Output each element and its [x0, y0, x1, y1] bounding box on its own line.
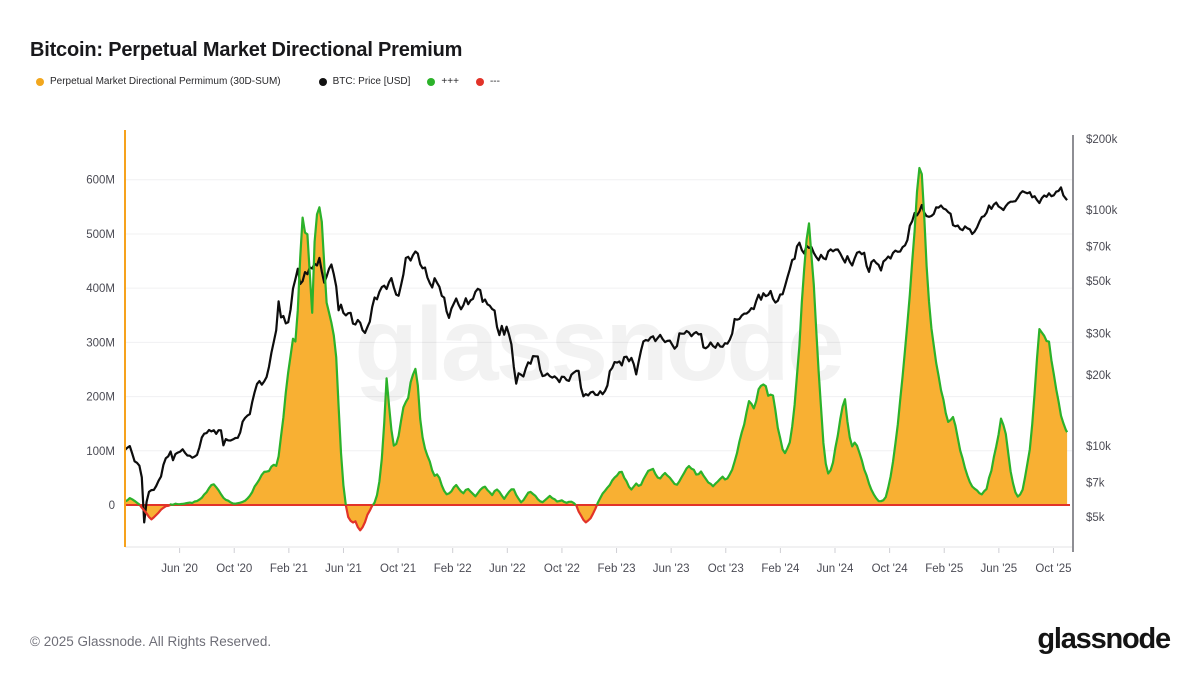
legend-item-btc-price[interactable]: BTC: Price [USD]	[318, 76, 411, 87]
x-axis-label: Jun '24	[817, 563, 854, 575]
x-axis-label: Jun '23	[653, 563, 690, 575]
y-axis-left-label: 200M	[86, 392, 115, 404]
y-axis-left-label: 300M	[86, 337, 115, 349]
legend-label: BTC: Price [USD]	[332, 76, 411, 87]
x-axis-label: Jun '22	[489, 563, 526, 575]
copyright-text: © 2025 Glassnode. All Rights Reserved.	[30, 634, 272, 649]
x-axis-label: Oct '23	[708, 563, 744, 575]
x-axis-label: Oct '24	[872, 563, 909, 575]
y-axis-right-label: $70k	[1086, 242, 1111, 254]
premium-line-positive	[124, 497, 141, 506]
x-axis-label: Oct '21	[380, 563, 416, 575]
premium-line-negative	[575, 504, 598, 524]
premium-line-negative	[138, 503, 171, 521]
chart-legend: Perpetual Market Directional Permimum (3…	[36, 76, 517, 87]
y-axis-right-label: $50k	[1086, 276, 1111, 288]
legend-item-premium[interactable]: Perpetual Market Directional Permimum (3…	[36, 76, 281, 87]
legend-item-positive[interactable]: +++	[427, 76, 459, 87]
x-axis-label: Oct '22	[544, 563, 580, 575]
premium-line-positive	[169, 206, 347, 506]
premium-line-negative	[344, 504, 374, 532]
y-axis-left-label: 0	[109, 500, 115, 512]
x-axis-label: Feb '24	[761, 563, 800, 575]
legend-label: ---	[489, 76, 500, 87]
y-axis-right-label: $200k	[1086, 134, 1118, 146]
premium-line-positive	[372, 367, 577, 506]
glassnode-logo: glassnode	[1037, 623, 1171, 655]
y-axis-left-label: 600M	[86, 175, 115, 187]
positive-legend-dot-icon	[427, 77, 436, 86]
glassnode-watermark: glassnode	[354, 287, 842, 403]
y-axis-right-label: $10k	[1086, 441, 1111, 453]
x-axis-label: Oct '25	[1035, 563, 1071, 575]
y-axis-right-label: $20k	[1086, 370, 1111, 382]
x-axis-label: Feb '23	[598, 563, 636, 575]
x-axis-label: Jun '20	[161, 563, 198, 575]
y-axis-right-label: $5k	[1086, 512, 1105, 524]
y-axis-left-label: 100M	[86, 446, 115, 458]
btc-price-line	[124, 186, 1068, 524]
premium-area	[125, 168, 1068, 531]
x-axis-label: Oct '20	[216, 563, 252, 575]
legend-label: +++	[441, 76, 459, 87]
y-axis-right-label: $7k	[1086, 478, 1105, 490]
x-axis-label: Jun '25	[980, 563, 1017, 575]
premium-line-positive	[595, 166, 1069, 506]
btc-legend-dot-icon	[318, 77, 327, 86]
y-axis-left-label: 500M	[86, 229, 115, 241]
negative-legend-dot-icon	[475, 77, 484, 86]
page-title: Bitcoin: Perpetual Market Directional Pr…	[30, 39, 463, 62]
premium-legend-dot-icon	[36, 77, 44, 86]
x-axis-label: Feb '21	[270, 563, 308, 575]
y-axis-left-label: 400M	[86, 283, 115, 295]
y-axis-right-label: $30k	[1086, 328, 1111, 340]
x-axis-label: Jun '21	[325, 563, 362, 575]
legend-label: Perpetual Market Directional Permimum (3…	[50, 76, 281, 87]
legend-item-negative[interactable]: ---	[475, 76, 500, 87]
x-axis-label: Feb '25	[925, 563, 963, 575]
x-axis-label: Feb '22	[434, 563, 472, 575]
y-axis-right-label: $100k	[1086, 205, 1118, 217]
